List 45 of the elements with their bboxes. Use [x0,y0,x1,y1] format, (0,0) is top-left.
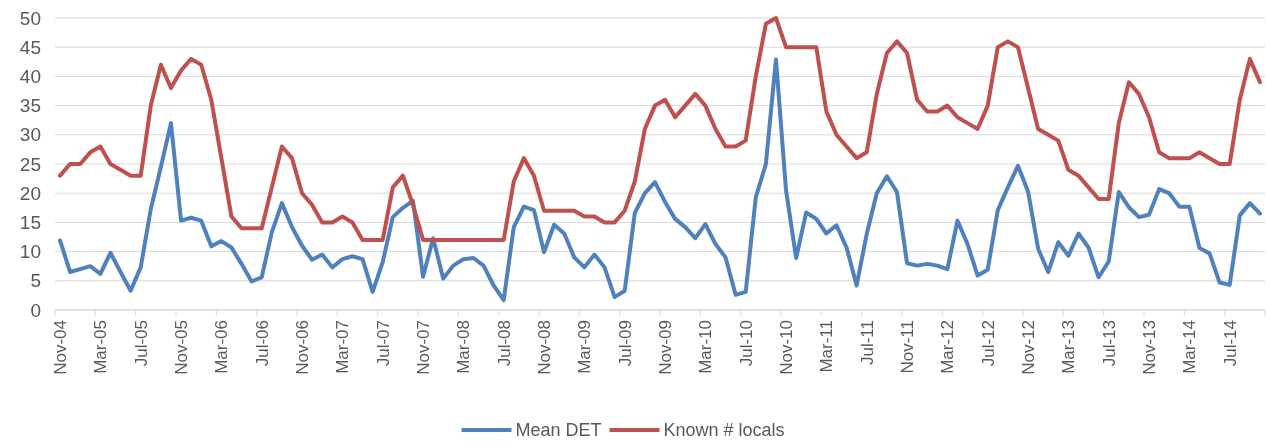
x-tick-label: Mar-10 [696,320,716,374]
x-tick-label: Jul-05 [131,320,151,367]
x-tick-label: Nov-04 [51,320,71,375]
x-tick-label: Nov-11 [898,320,918,374]
x-tick-label: Jul-14 [1220,320,1240,367]
x-tick-label: Mar-12 [938,320,958,374]
x-tick-label: Mar-11 [817,320,837,373]
y-tick-label: 25 [19,153,41,175]
x-tick-label: Jul-09 [615,320,635,367]
y-tick-label: 45 [19,36,41,58]
line-series [58,16,1262,242]
x-tick-label: Jul-10 [736,320,756,367]
y-tick-label: 10 [19,241,41,263]
x-tick-label: Nov-13 [1140,320,1160,375]
x-tick-label: Jul-07 [373,320,393,367]
x-tick-label: Jul-12 [978,320,998,367]
x-tick-label: Mar-09 [575,320,595,374]
y-tick-label: 0 [30,299,41,321]
x-tick-label: Nov-06 [293,320,313,375]
y-tick-label: 30 [19,124,41,146]
x-tick-label: Mar-08 [454,320,474,374]
x-tick-label: Jul-13 [1099,320,1119,367]
x-tick-label: Mar-05 [91,320,111,374]
y-tick-label: 20 [19,182,41,204]
x-tick-label: Mar-14 [1180,320,1200,374]
y-tick-label: 5 [30,270,41,292]
y-tick-label: 50 [19,7,41,29]
x-tick-label: Mar-13 [1059,320,1079,374]
legend-label: Mean DET [515,420,602,440]
x-tick-label: Mar-07 [333,320,353,374]
x-tick-label: Jul-11 [857,320,877,366]
y-tick-label: 40 [19,66,41,88]
x-tick-label: Nov-12 [1019,320,1039,375]
y-tick-label: 35 [19,95,41,117]
y-tick-label: 15 [19,212,41,234]
x-tick-label: Nov-09 [656,320,676,375]
x-tick-label: Nov-07 [414,320,434,375]
x-tick-label: Jul-08 [494,320,514,367]
x-tick-label: Jul-06 [252,320,272,367]
line-series [58,57,1262,303]
x-tick-label: Nov-05 [172,320,192,375]
x-tick-label: Mar-06 [212,320,232,374]
x-tick-label: Nov-08 [535,320,555,375]
legend-label: Known # locals [663,420,785,440]
x-tick-label: Nov-10 [777,320,797,375]
